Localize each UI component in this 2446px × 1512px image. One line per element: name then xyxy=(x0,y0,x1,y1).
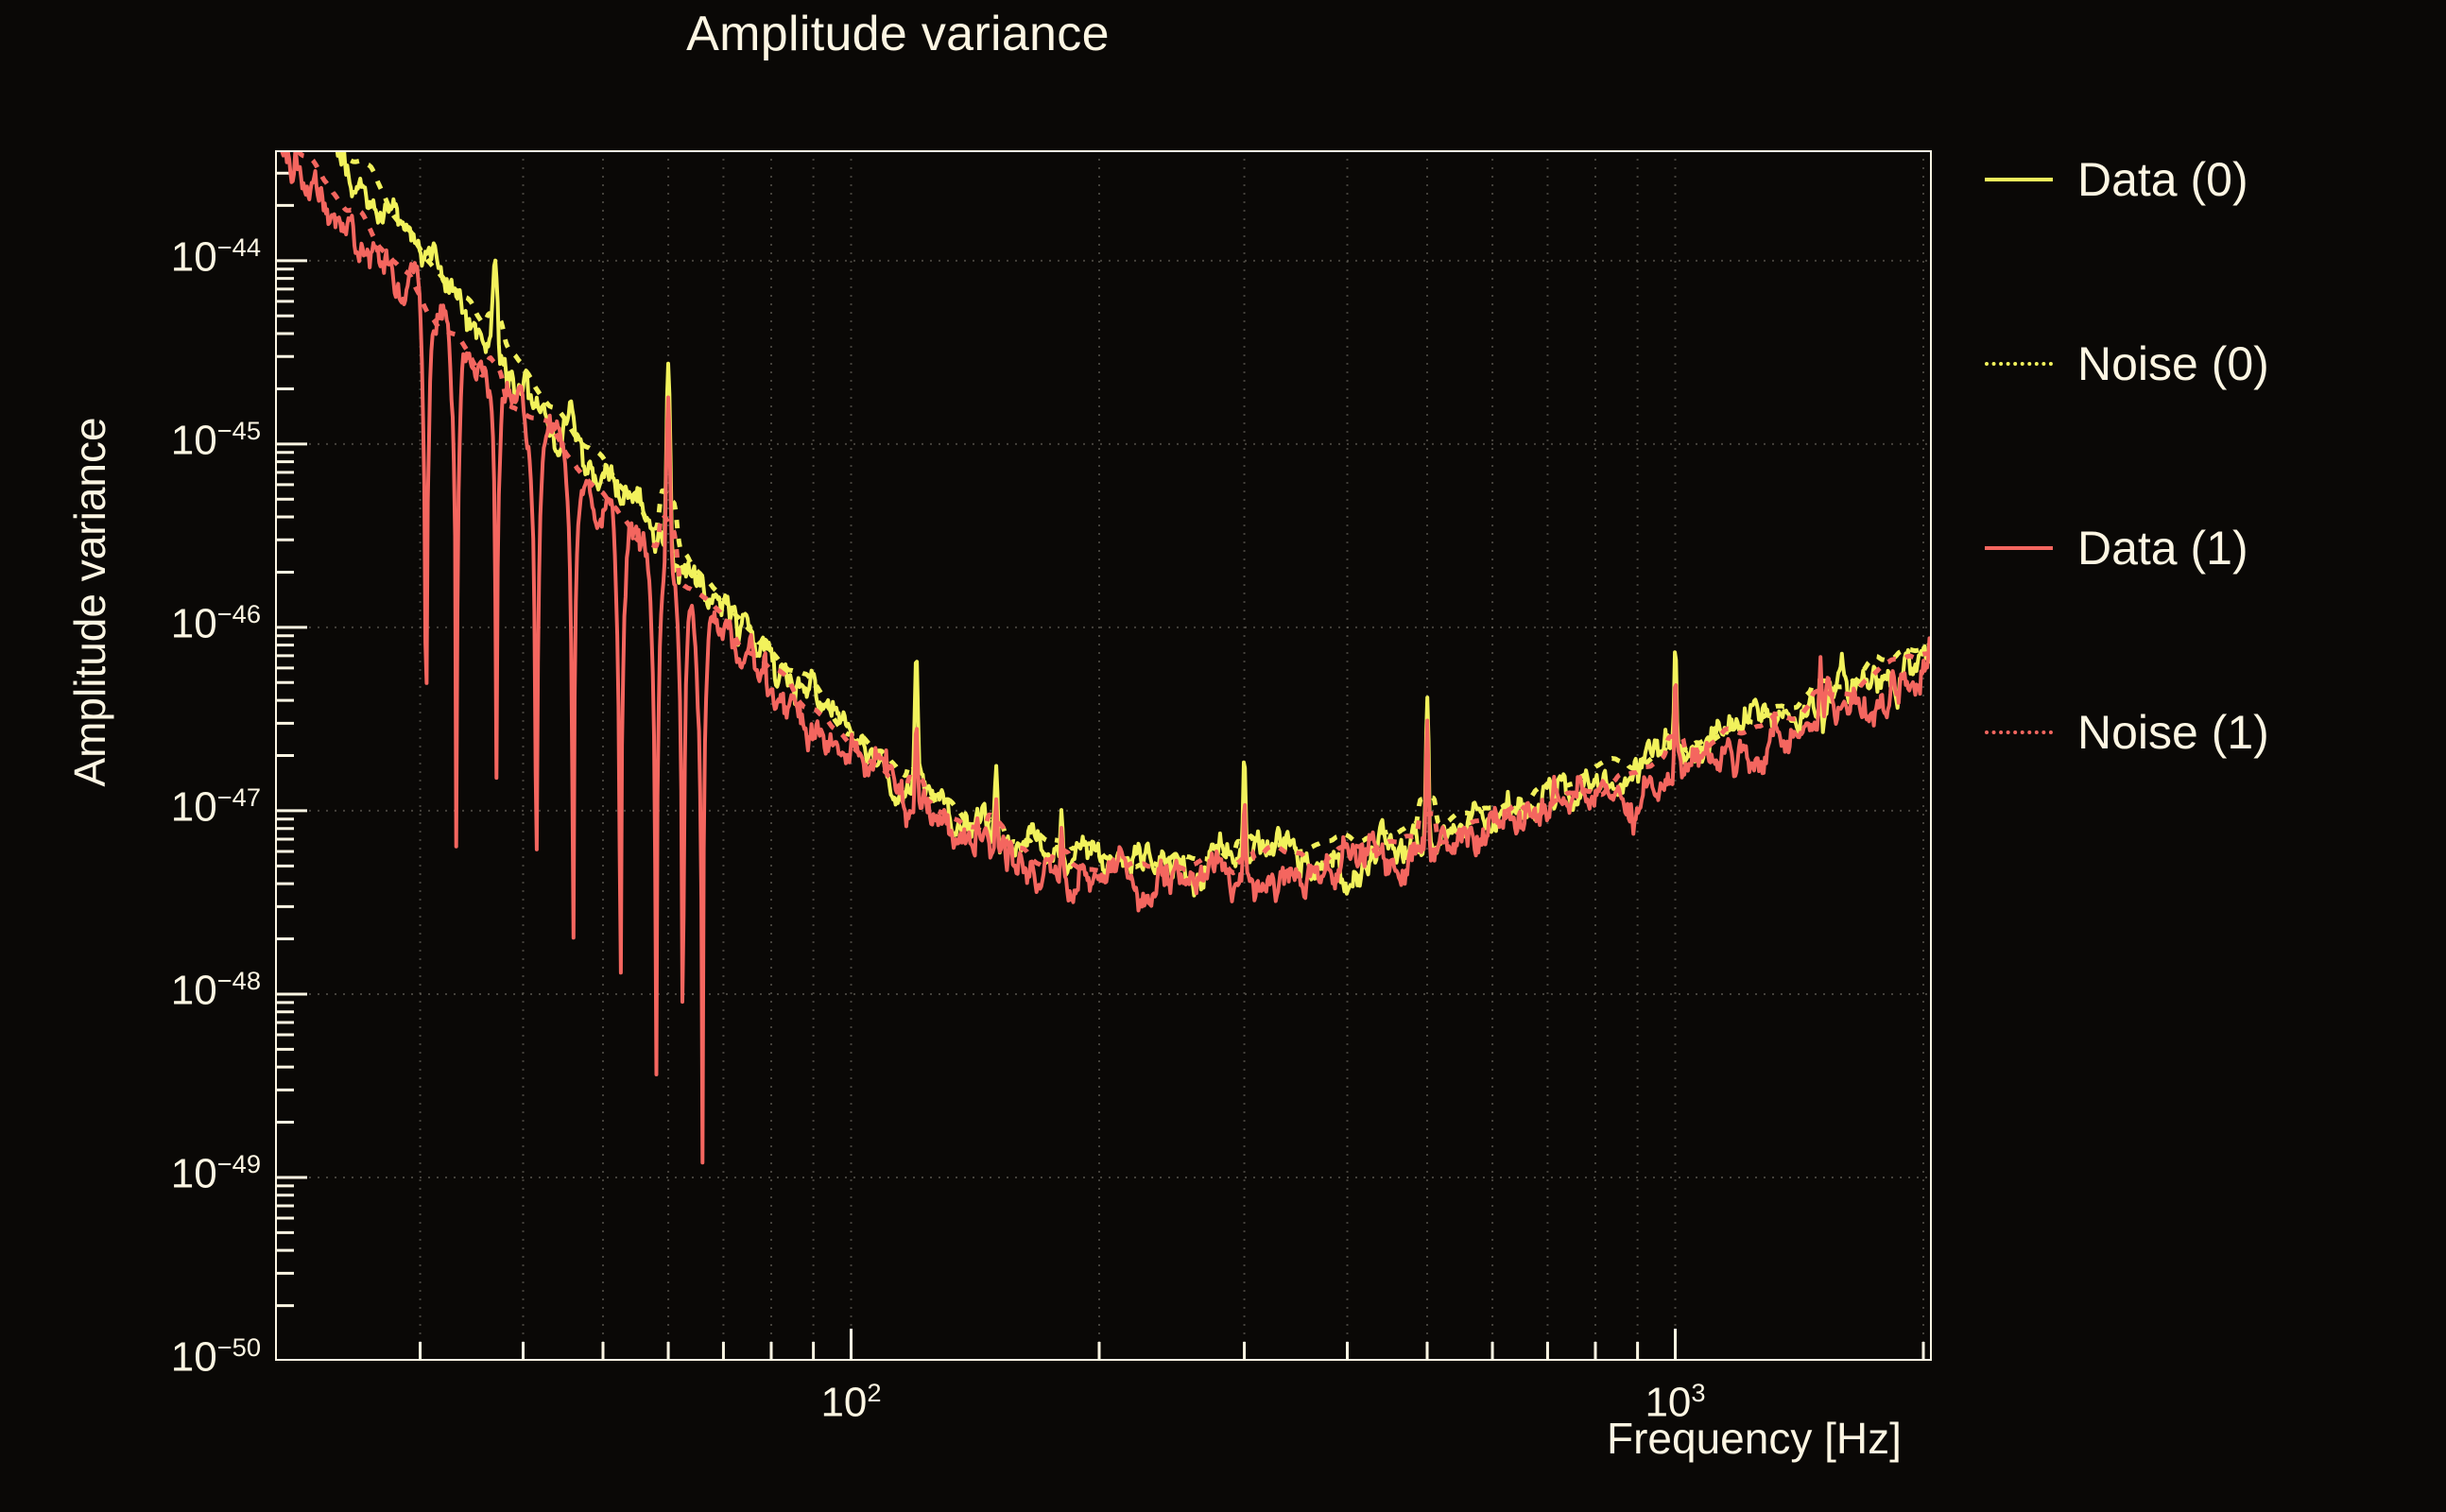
y-tick-mantissa: 10 xyxy=(170,233,217,281)
y-tick-label: 10−49 xyxy=(81,1149,261,1198)
legend-label: Data (0) xyxy=(2077,153,2248,206)
legend-item-data1[interactable]: Data (1) xyxy=(1985,520,2248,576)
y-tick-mantissa: 10 xyxy=(170,600,217,647)
y-tick-exponent: −46 xyxy=(216,598,261,628)
series-line-data1 xyxy=(278,150,1932,1165)
x-tick-exponent: 3 xyxy=(1691,1378,1706,1407)
x-tick-exponent: 2 xyxy=(867,1378,882,1407)
y-tick-label: 10−44 xyxy=(81,232,261,282)
y-tick-mantissa: 10 xyxy=(170,783,217,831)
x-axis-title: Frequency [Hz] xyxy=(1607,1414,1902,1463)
legend-label: Noise (1) xyxy=(2077,706,2269,759)
y-tick-exponent: −49 xyxy=(216,1148,261,1178)
legend-label: Data (1) xyxy=(2077,522,2248,575)
y-tick-exponent: −50 xyxy=(216,1332,261,1362)
y-tick-exponent: −48 xyxy=(216,965,261,995)
plot-frame xyxy=(275,150,1932,1361)
series-line-noise0 xyxy=(337,150,1932,869)
y-tick-mantissa: 10 xyxy=(170,1333,217,1381)
y-tick-exponent: −47 xyxy=(216,782,261,812)
y-tick-mantissa: 10 xyxy=(170,1150,217,1197)
y-tick-label: 10−47 xyxy=(81,782,261,832)
legend-swatch-solid-line-icon xyxy=(1985,178,2053,181)
x-tick-mantissa: 10 xyxy=(1645,1379,1692,1426)
y-tick-exponent: −44 xyxy=(216,232,261,262)
x-tick-mantissa: 10 xyxy=(820,1379,868,1426)
legend-swatch-solid-line-icon xyxy=(1985,546,2053,550)
y-tick-mantissa: 10 xyxy=(170,967,217,1014)
page-title: Amplitude variance xyxy=(686,7,1110,61)
legend-swatch-dotted-line-icon xyxy=(1985,362,2053,366)
y-tick-label: 10−48 xyxy=(81,966,261,1015)
y-tick-label: 10−45 xyxy=(81,416,261,465)
legend-item-data0[interactable]: Data (0) xyxy=(1985,151,2248,208)
legend-item-noise1[interactable]: Noise (1) xyxy=(1985,704,2269,761)
y-tick-mantissa: 10 xyxy=(170,417,217,464)
y-tick-label: 10−46 xyxy=(81,599,261,648)
y-tick-exponent: −45 xyxy=(216,415,261,445)
legend-item-noise0[interactable]: Noise (0) xyxy=(1985,335,2269,392)
legend-swatch-dotted-line-icon xyxy=(1985,730,2053,734)
legend-label: Noise (0) xyxy=(2077,337,2269,390)
y-tick-label: 10−50 xyxy=(81,1332,261,1382)
x-tick-label: 102 xyxy=(757,1378,946,1427)
x-tick-label: 103 xyxy=(1581,1378,1770,1427)
